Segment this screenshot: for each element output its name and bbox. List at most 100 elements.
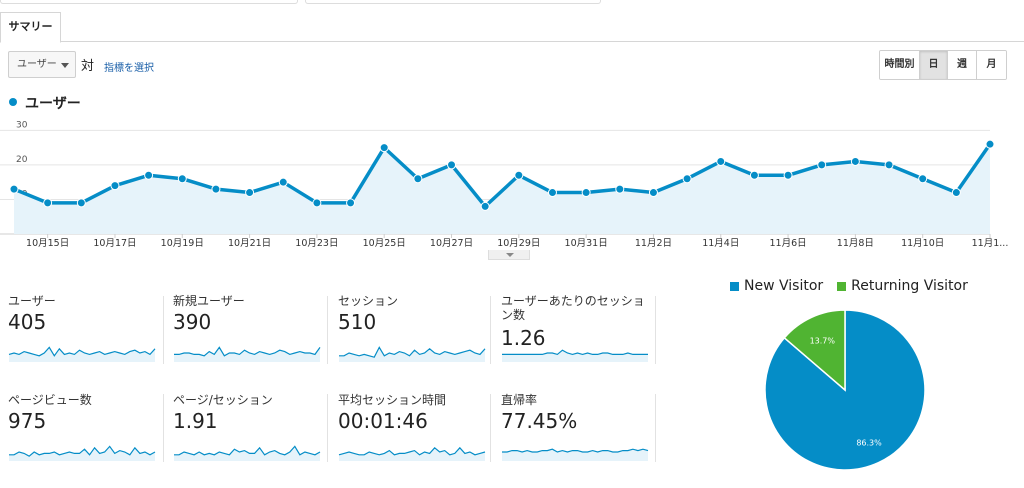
metric-value: 1.91 [173, 409, 218, 433]
metric-select[interactable]: ユーザー [8, 51, 76, 78]
sparkline-area [339, 447, 485, 461]
sparkline-line [174, 445, 321, 456]
data-point [9, 184, 19, 194]
series-line [13, 143, 992, 209]
metric-sparkline [174, 445, 321, 461]
vs-label: 対 [81, 59, 95, 74]
data-point [177, 174, 187, 184]
returning-visitor-swatch [837, 281, 847, 291]
data-point [480, 201, 490, 211]
metric-label: ページビュー数 [8, 393, 92, 407]
metric-label: ページ/セッション [173, 393, 273, 407]
metric-value: 1.26 [501, 326, 546, 350]
data-point [413, 174, 423, 184]
metric-value: 00:01:46 [338, 409, 428, 433]
metric-card[interactable]: 新規ユーザー 390 [173, 294, 321, 362]
pick-metric-link[interactable]: 指標を選択 [104, 63, 154, 74]
x-tick-label: 11月1... [972, 238, 1009, 249]
series-legend-dot [9, 98, 17, 106]
y-tick-label: 30 [16, 120, 28, 130]
metric-card[interactable]: ページビュー数 975 [8, 393, 156, 461]
sparkline-area [9, 347, 155, 362]
top-control-left[interactable] [0, 0, 298, 4]
card-divider [490, 296, 491, 364]
data-point [278, 177, 288, 187]
metric-sparkline [502, 448, 649, 461]
data-point [985, 139, 995, 149]
sparkline-line [339, 346, 486, 358]
sparkline-area [174, 347, 320, 362]
metric-card[interactable]: 直帰率 77.45% [501, 393, 649, 461]
data-point [211, 184, 221, 194]
data-point [884, 160, 894, 170]
metric-label: 平均セッション時間 [338, 393, 447, 407]
top-strip [0, 0, 1024, 5]
metric-card[interactable]: セッション 510 [338, 294, 486, 362]
visitor-pie-chart: 86.3% 13.7% [764, 309, 926, 471]
data-point [682, 174, 692, 184]
sparkline-line [338, 446, 486, 456]
metric-label: 新規ユーザー [173, 294, 245, 308]
time-button-month[interactable]: 月 [977, 51, 1006, 79]
data-point [749, 170, 759, 180]
data-point [850, 156, 860, 166]
sparkline-line [174, 346, 321, 357]
card-divider [490, 394, 491, 462]
data-point [110, 181, 120, 191]
area-fill [14, 144, 990, 234]
metric-value: 77.45% [501, 409, 578, 433]
metric-value: 390 [173, 310, 212, 334]
pie-slice-label: 86.3% [856, 438, 882, 447]
pie-legend-new[interactable]: New Visitor [730, 278, 823, 294]
metric-select-value: ユーザー [17, 59, 57, 70]
card-divider [327, 394, 328, 462]
caret-down-icon [506, 253, 514, 257]
sparkline-line [9, 445, 156, 457]
sparkline-area [9, 446, 155, 461]
sparkline-area [502, 350, 648, 362]
metric-card[interactable]: ユーザーあたりのセッション数 1.26 [501, 294, 649, 362]
card-divider [327, 296, 328, 364]
metric-label: ユーザー [8, 294, 56, 308]
metric-value: 405 [8, 310, 47, 334]
data-point [514, 170, 524, 180]
data-point [312, 198, 322, 208]
x-tick-label: 11月8日 [837, 238, 874, 249]
pie-legend-returning[interactable]: Returning Visitor [837, 278, 968, 294]
time-button-day[interactable]: 日 [920, 51, 948, 79]
x-tick-label: 10月25日 [363, 238, 406, 249]
metric-sparkline [502, 349, 648, 362]
data-point [615, 184, 625, 194]
top-control-right[interactable] [305, 0, 601, 4]
metric-label: セッション [338, 294, 399, 308]
tab-summary[interactable]: サマリー [0, 12, 61, 43]
series-legend-label[interactable]: ユーザー [25, 96, 81, 112]
card-divider [163, 296, 164, 364]
metric-card[interactable]: 平均セッション時間 00:01:46 [338, 393, 486, 461]
metric-sparkline [339, 346, 486, 362]
metric-sparkline [174, 346, 321, 362]
x-tick-label: 10月15日 [26, 238, 69, 249]
chart-resize-handle[interactable] [488, 250, 530, 260]
data-point [783, 170, 793, 180]
time-button-week[interactable]: 週 [948, 51, 977, 79]
metric-sparkline [338, 446, 486, 461]
data-point [648, 188, 658, 198]
x-tick-label: 10月21日 [228, 238, 271, 249]
sparkline-line [502, 448, 649, 453]
x-tick-label: 11月4日 [702, 238, 739, 249]
metric-sparkline [8, 346, 156, 362]
data-point [43, 198, 53, 208]
data-point [918, 174, 928, 184]
pie-legend-new-label: New Visitor [744, 278, 824, 294]
metric-card[interactable]: ページ/セッション 1.91 [173, 393, 321, 461]
metric-label: ユーザーあたりのセッション数 [501, 294, 645, 322]
metric-card[interactable]: ユーザー 405 [8, 294, 156, 362]
pie-slice [783, 309, 846, 392]
sparkline-line [502, 349, 648, 356]
pie-legend-returning-label: Returning Visitor [851, 278, 968, 294]
data-point [581, 188, 591, 198]
time-button-hourly[interactable]: 時間別 [880, 51, 920, 79]
users-line-chart: 30201010月15日10月17日10月19日10月21日10月23日10月2… [0, 120, 1009, 249]
x-tick-label: 10月29日 [497, 238, 540, 249]
